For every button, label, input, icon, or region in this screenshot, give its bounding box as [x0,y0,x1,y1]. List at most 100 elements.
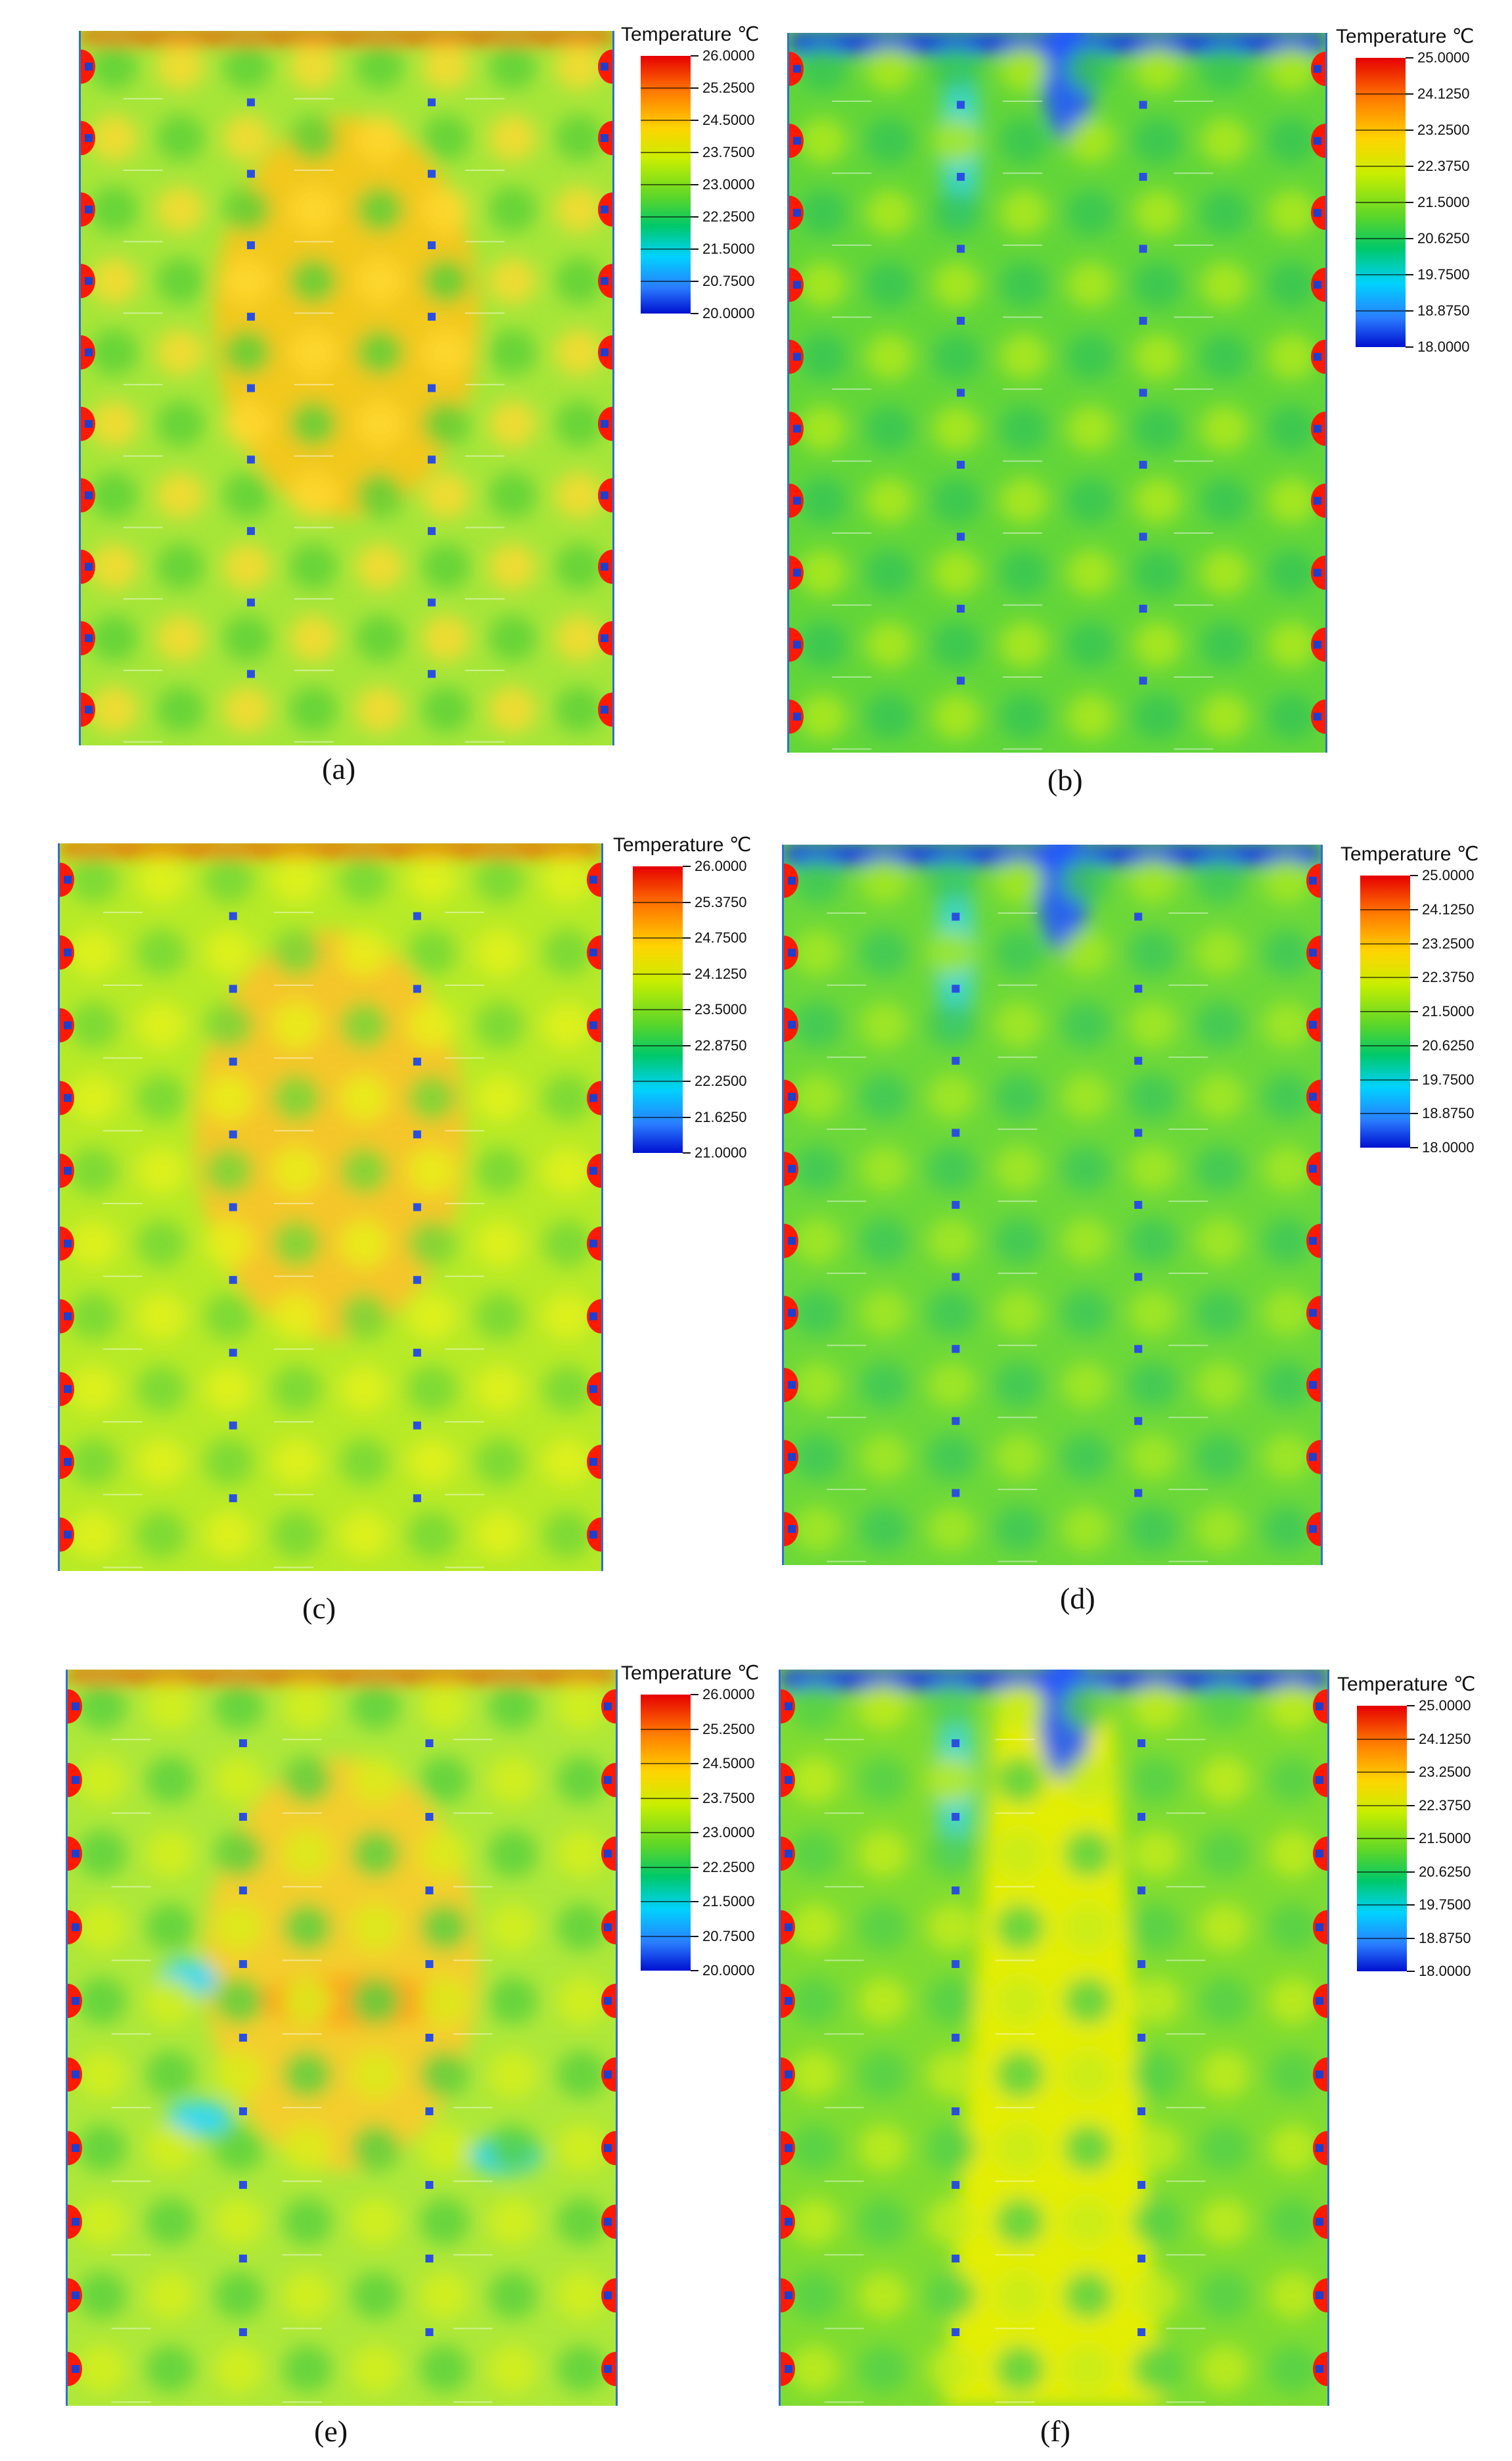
legend-band-line [1357,1738,1407,1740]
legend-band-line [633,937,683,939]
legend-tick-label: 21.6250 [695,1108,747,1125]
legend-tick-label: 25.2500 [702,80,755,96]
legend-tick-mark [683,901,691,903]
color-scale-a [641,56,691,314]
legend-band-line [641,216,691,218]
legend-tick-label: 20.7500 [702,1927,755,1944]
legend-tick-label: 23.0000 [702,1824,755,1840]
legend-tick-label: 21.5000 [702,1893,755,1910]
legend-tick-mark [691,152,699,153]
legend-tick-mark [691,1797,699,1799]
legend-band-line [1356,93,1406,95]
legend-tick-label: 23.2500 [1417,122,1470,138]
legend-band-line [641,1901,691,1902]
legend-tick-mark [1410,1044,1418,1046]
temperature-map-a [79,31,614,745]
legend-band-line [633,1044,683,1046]
legend-tick-label: 21.5000 [702,241,755,257]
legend-tick-mark [683,937,691,939]
legend-tick-label: 19.7500 [1422,1071,1475,1088]
legend-tick-label: 23.2500 [1419,1764,1471,1780]
legend-band-line [633,1009,683,1010]
legend-tick-label: 25.3750 [695,893,747,910]
legend-band-line [633,1116,683,1118]
legend-tick-mark [691,87,699,89]
legend-band-line [1356,129,1406,131]
color-scale-d [1360,876,1410,1148]
legend-band-line [1356,166,1406,167]
legend-tick-label: 20.6250 [1417,230,1470,246]
color-scale-e [641,1695,691,1971]
legend-tick-label: 24.1250 [695,965,747,982]
legend-band-line [641,1728,691,1730]
legend-tick-label: 25.0000 [1422,867,1475,883]
legend-band-line [1356,274,1406,275]
legend-tick-label: 22.8750 [695,1037,747,1054]
legend-tick-mark [691,1901,699,1902]
legend-tick-label: 19.7500 [1417,266,1470,283]
legend-band-line [1357,1904,1407,1906]
legend-tick-mark [1406,57,1413,59]
legend-tick-mark [1410,1147,1418,1148]
legend-tick-label: 20.6250 [1422,1037,1475,1054]
legend-tick-label: 18.8750 [1419,1929,1471,1946]
legend-tick-label: 19.7500 [1419,1896,1471,1913]
legend-band-line [1360,1044,1410,1046]
legend-band-line [633,1081,683,1082]
legend-tick-label: 22.2500 [702,208,755,225]
legend-tick-mark [1410,943,1418,945]
legend-tick-mark [683,1009,691,1010]
legend-band-line [641,1832,691,1833]
legend-band-line [641,1866,691,1868]
color-scale-c [633,866,683,1153]
heatmap-field [784,845,1321,1565]
legend-tick-label: 21.0000 [695,1144,747,1161]
legend-tick-label: 26.0000 [702,1686,755,1702]
legend-tick-mark [691,1866,699,1868]
legend-tick-mark [691,55,699,57]
legend-tick-mark [1407,1804,1415,1806]
legend-band-line [1357,1871,1407,1873]
color-scale-b [1356,58,1406,347]
temperature-map-c [58,843,603,1571]
caption-a: (a) [322,752,356,785]
temperature-map-f [779,1670,1329,2406]
legend-tick-label: 25.0000 [1419,1697,1471,1714]
legend-band-line [1360,943,1410,945]
legend-tick-mark [683,1152,691,1154]
legend-tick-mark [1407,1971,1415,1972]
legend-band-line [641,1797,691,1799]
legend-tick-mark [691,1763,699,1764]
legend-tick-label: 18.8750 [1422,1105,1475,1122]
legend-band-line [641,248,691,250]
legend-tick-label: 25.2500 [702,1720,755,1737]
legend-tick-label: 22.3750 [1419,1796,1471,1814]
legend-band-line [1360,977,1410,979]
legend-tick-mark [683,973,691,975]
color-scale-f [1357,1706,1407,1971]
caption-d: (d) [1060,1582,1095,1615]
caption-f: (f) [1040,2414,1070,2448]
legend-band-line [1357,1937,1407,1939]
legend-title-f: Temperature ℃ [1337,1674,1476,1695]
legend-tick-label: 24.5000 [702,112,755,128]
legend-tick-label: 25.0000 [1417,49,1470,66]
legend-band-line [1360,1011,1410,1012]
temperature-map-b [787,33,1327,753]
legend-band-line [641,152,691,153]
legend-band-line [1357,1771,1407,1773]
legend-tick-label: 21.5000 [1417,194,1470,210]
legend-tick-mark [683,1081,691,1082]
legend-band-line [1356,238,1406,239]
legend-title-b: Temperature ℃ [1336,26,1475,47]
heatmap-field [60,843,601,1571]
legend-tick-label: 24.1250 [1417,85,1470,102]
legend-tick-label: 24.1250 [1422,901,1475,918]
legend-tick-label: 23.7500 [702,144,755,160]
legend-tick-label: 22.3750 [1422,969,1475,986]
temperature-map-e [66,1670,618,2406]
legend-tick-label: 24.5000 [702,1755,755,1771]
legend-tick-mark [683,1044,691,1046]
heatmap-field [781,1670,1327,2406]
legend-tick-mark [1410,908,1418,910]
